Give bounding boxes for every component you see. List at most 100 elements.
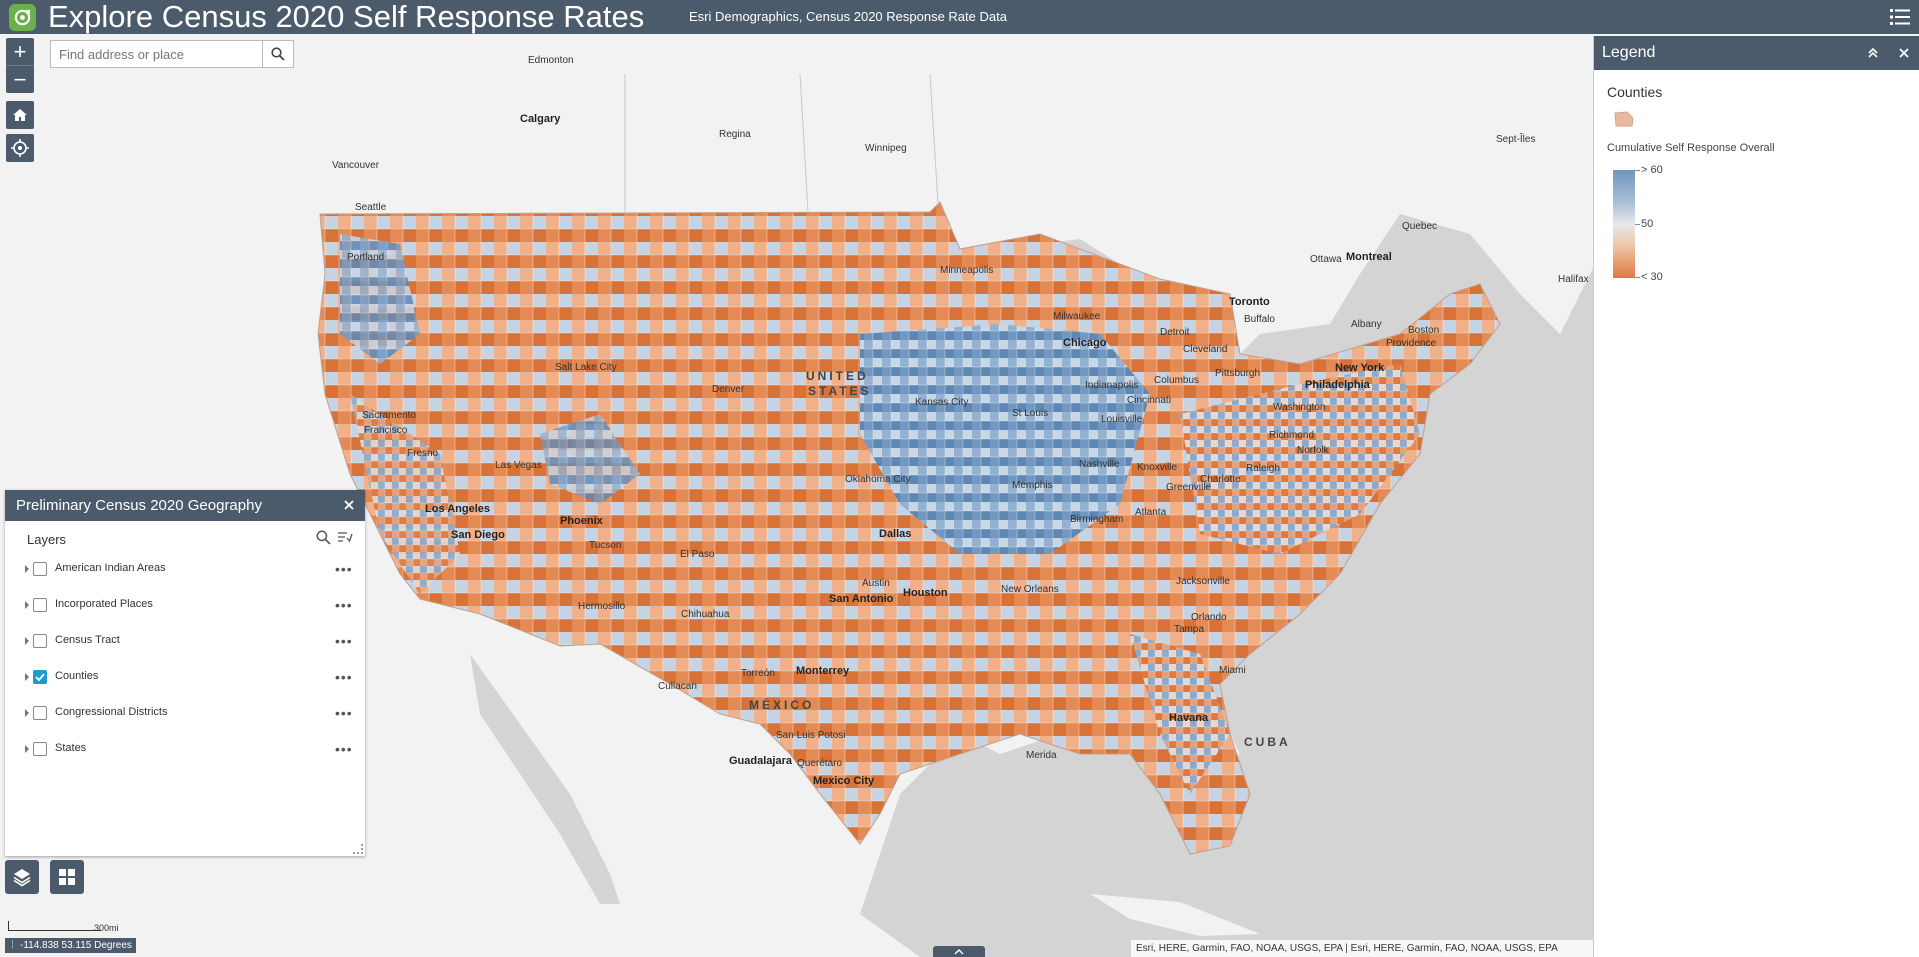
city-label: Tampa [1174, 624, 1205, 635]
zoom-in-button[interactable]: + [13, 39, 27, 64]
city-label: Cleveland [1183, 344, 1228, 355]
city-label: Boston [1408, 325, 1440, 336]
city-label: Buffalo [1244, 314, 1275, 325]
layer-visibility-checkbox[interactable] [33, 634, 47, 648]
search-icon[interactable] [316, 530, 331, 545]
search-input[interactable] [51, 41, 263, 67]
close-icon [344, 500, 354, 510]
city-label: New York [1335, 362, 1385, 374]
city-label: Richmond [1269, 430, 1315, 441]
city-label: Chicago [1063, 337, 1107, 349]
city-label: Orlando [1191, 612, 1227, 623]
more-options-icon[interactable]: ••• [335, 633, 353, 649]
legend-close-button[interactable] [1895, 44, 1913, 62]
city-label: Pittsburgh [1215, 368, 1261, 379]
country-label: UNITED [806, 369, 869, 383]
crosshair-icon[interactable]: ⁞ [11, 940, 14, 951]
more-options-icon[interactable]: ••• [335, 741, 353, 757]
resize-handle[interactable] [353, 844, 363, 854]
city-label: Raleigh [1246, 463, 1280, 474]
layer-row[interactable]: States ••• [5, 732, 365, 768]
layer-visibility-checkbox[interactable] [33, 670, 47, 684]
layer-label: Incorporated Places [55, 598, 153, 610]
layers-icon [13, 869, 31, 887]
legend-layer-name: Counties [1607, 84, 1663, 100]
city-label: Havana [1169, 712, 1209, 724]
locate-icon [11, 139, 29, 157]
layer-row[interactable]: Incorporated Places ••• [5, 588, 365, 624]
city-label: Knoxville [1137, 462, 1178, 473]
city-label: Denver [712, 384, 745, 395]
grid-icon [59, 869, 75, 885]
city-label: Philadelphia [1305, 379, 1370, 391]
layer-list-toggle-button[interactable] [5, 860, 39, 894]
city-label: Kansas City [915, 397, 969, 408]
layer-tools [316, 530, 353, 545]
layer-list-panel: Preliminary Census 2020 Geography Layers… [5, 490, 365, 856]
coordinates-readout: ⁞ -114.838 53.115 Degrees [5, 938, 136, 953]
layer-row[interactable]: Census Tract ••• [5, 624, 365, 660]
legend-header: Legend [1594, 36, 1919, 70]
layer-visibility-checkbox[interactable] [33, 598, 47, 612]
expand-arrow-icon[interactable] [25, 637, 29, 645]
app-title: Explore Census 2020 Self Response Rates [48, 0, 645, 34]
city-label: Francisco [364, 425, 408, 436]
city-label: Oklahoma City [845, 474, 911, 485]
city-label: Albany [1351, 319, 1382, 330]
city-label: Monterrey [796, 665, 850, 677]
scale-label: 300mi [94, 923, 119, 933]
city-label: Charlotte [1200, 474, 1241, 485]
expand-arrow-icon[interactable] [25, 745, 29, 753]
expand-arrow-icon[interactable] [25, 601, 29, 609]
layer-row[interactable]: Counties ••• [5, 660, 365, 696]
layer-visibility-checkbox[interactable] [33, 706, 47, 720]
layer-row[interactable]: Congressional Districts ••• [5, 696, 365, 732]
city-label: Birmingham [1070, 514, 1124, 525]
more-options-icon[interactable]: ••• [335, 705, 353, 721]
layer-visibility-checkbox[interactable] [33, 742, 47, 756]
ramp-label-mid: 50 [1641, 218, 1654, 230]
search-icon [271, 47, 285, 61]
app-subtitle: Esri Demographics, Census 2020 Response … [689, 9, 1007, 24]
layer-visibility-checkbox[interactable] [33, 562, 47, 576]
city-label: Jacksonville [1176, 576, 1230, 587]
city-label: Atlanta [1135, 507, 1167, 518]
country-label: CUBA [1244, 735, 1291, 749]
expand-arrow-icon[interactable] [25, 709, 29, 717]
zoom-out-button[interactable]: − [6, 65, 34, 93]
attribution-expand-button[interactable] [933, 946, 985, 957]
coordinates-text: -114.838 53.115 Degrees [20, 940, 132, 951]
locate-button[interactable] [6, 134, 34, 162]
app-header: Explore Census 2020 Self Response Rates … [0, 0, 1919, 34]
layer-row[interactable]: American Indian Areas ••• [5, 552, 365, 588]
city-label: Chihuahua [681, 609, 730, 620]
collapse-button[interactable] [1864, 44, 1882, 62]
basemap-gallery-button[interactable] [50, 860, 84, 894]
legend-panel: Legend Counties Cumulative Self Response… [1593, 36, 1919, 957]
ramp-tick [1635, 277, 1640, 278]
close-icon [1899, 48, 1909, 58]
expand-arrow-icon[interactable] [25, 565, 29, 573]
city-label: Louisville [1101, 414, 1143, 425]
city-label: Detroit [1160, 327, 1190, 338]
city-label: Portland [347, 252, 385, 263]
expand-arrow-icon[interactable] [25, 673, 29, 681]
filter-list-icon[interactable] [337, 530, 353, 545]
more-options-icon[interactable]: ••• [335, 669, 353, 685]
search-button[interactable] [262, 41, 293, 67]
city-label: Los Angeles [425, 503, 490, 515]
layer-label: States [55, 742, 87, 754]
menu-icon[interactable] [1887, 4, 1913, 30]
city-label: Dallas [879, 528, 912, 540]
more-options-icon[interactable]: ••• [335, 597, 353, 613]
more-options-icon[interactable]: ••• [335, 561, 353, 577]
city-label: Norfolk [1297, 445, 1329, 456]
city-label: El Paso [680, 549, 715, 560]
layer-list-close-button[interactable] [341, 497, 357, 513]
home-button[interactable] [6, 101, 34, 129]
city-label: Merida [1026, 750, 1057, 761]
search-box [50, 40, 294, 68]
city-label: Greenville [1166, 482, 1212, 493]
layer-label: Counties [55, 670, 99, 682]
city-label: San Diego [451, 529, 505, 541]
